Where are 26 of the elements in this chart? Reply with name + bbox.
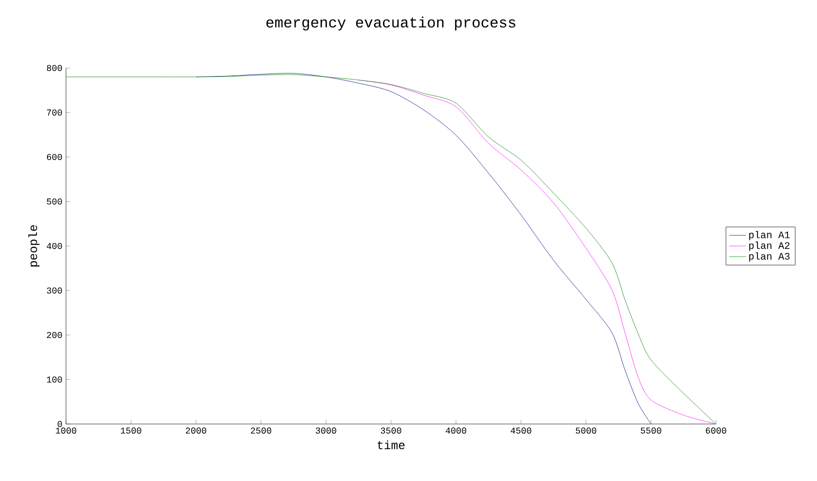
x-tick-label: 5000 — [576, 428, 596, 434]
legend-label: plan A3 — [749, 252, 790, 262]
x-tick-label: 2000 — [186, 428, 206, 434]
x-tick-label: 6000 — [706, 428, 726, 434]
y-tick-label: 800 — [46, 64, 62, 72]
y-tick-label: 100 — [46, 376, 62, 383]
y-tick-label: 300 — [46, 287, 62, 294]
x-tick-label: 2500 — [250, 428, 272, 434]
legend-label: plan A1 — [749, 230, 790, 240]
y-tick-label: 700 — [47, 109, 62, 116]
x-tick-label: 1000 — [56, 428, 76, 434]
x-axis-title: time — [378, 440, 405, 450]
x-tick-label: 1500 — [120, 428, 142, 434]
x-tick-label: 4500 — [510, 428, 532, 434]
y-tick-label: 400 — [46, 242, 62, 250]
legend-label: plan A2 — [749, 242, 790, 251]
x-tick-label: 3000 — [316, 428, 336, 434]
x-tick-label: 4000 — [446, 428, 466, 434]
y-tick-label: 600 — [46, 154, 62, 160]
y-tick-label: 500 — [46, 198, 62, 205]
x-tick-label: 5500 — [640, 428, 662, 434]
chart-title: emergency evacuation process — [266, 16, 516, 30]
y-axis-title: people — [28, 225, 40, 266]
y-tick-label: 200 — [46, 332, 62, 338]
y-tick-label: 0 — [58, 420, 62, 428]
x-tick-label: 3500 — [380, 428, 402, 434]
